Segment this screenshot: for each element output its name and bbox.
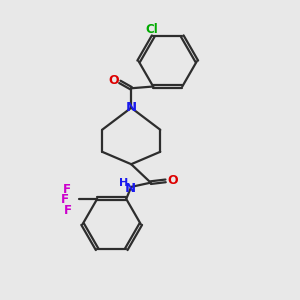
Text: Cl: Cl: [145, 23, 158, 36]
Text: O: O: [108, 74, 119, 87]
Text: F: F: [61, 193, 68, 206]
Text: N: N: [126, 101, 137, 114]
Text: F: F: [64, 204, 72, 217]
Text: F: F: [63, 182, 71, 196]
Text: H: H: [119, 178, 128, 188]
Text: N: N: [125, 182, 136, 195]
Text: O: O: [167, 174, 178, 187]
